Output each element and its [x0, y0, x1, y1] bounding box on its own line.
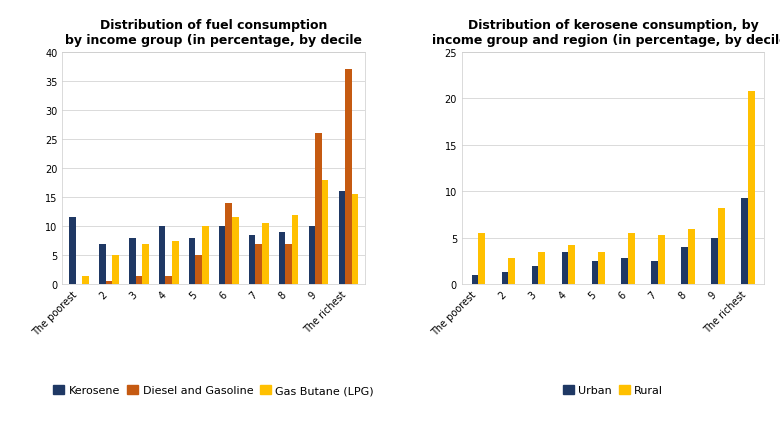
Bar [159, 227, 165, 285]
Bar [105, 282, 112, 285]
Bar [509, 259, 515, 285]
Bar [658, 236, 665, 285]
Bar [346, 70, 352, 285]
Bar [232, 218, 239, 285]
Bar [472, 276, 478, 285]
Bar [532, 266, 538, 285]
Bar [538, 252, 544, 285]
Bar [99, 244, 105, 285]
Title: Distribution of kerosene consumption, by
income group and region (in percentage,: Distribution of kerosene consumption, by… [432, 19, 780, 47]
Bar [225, 203, 232, 285]
Bar [249, 235, 255, 285]
Bar [285, 244, 292, 285]
Bar [591, 261, 598, 285]
Bar [502, 272, 509, 285]
Bar [562, 252, 568, 285]
Bar [718, 208, 725, 285]
Bar [129, 238, 136, 285]
Bar [165, 276, 172, 285]
Bar [352, 195, 358, 285]
Bar [112, 256, 119, 285]
Bar [202, 227, 208, 285]
Legend: Kerosene, Diesel and Gasoline, Gas Butane (LPG): Kerosene, Diesel and Gasoline, Gas Butan… [49, 381, 378, 400]
Bar [172, 241, 179, 285]
Bar [628, 233, 635, 285]
Bar [598, 252, 604, 285]
Bar [478, 233, 485, 285]
Bar [748, 92, 754, 285]
Bar [262, 224, 268, 285]
Bar [69, 218, 76, 285]
Bar [255, 244, 262, 285]
Bar [315, 134, 322, 285]
Bar [711, 238, 718, 285]
Bar [292, 215, 299, 285]
Bar [189, 238, 196, 285]
Bar [682, 247, 688, 285]
Bar [196, 256, 202, 285]
Bar [651, 261, 658, 285]
Bar [568, 246, 575, 285]
Title: Distribution of fuel consumption
by income group (in percentage, by decile: Distribution of fuel consumption by inco… [66, 19, 362, 47]
Bar [278, 233, 285, 285]
Bar [741, 198, 748, 285]
Bar [322, 180, 328, 285]
Legend: Urban, Rural: Urban, Rural [558, 381, 668, 400]
Bar [142, 244, 149, 285]
Bar [218, 227, 225, 285]
Bar [82, 276, 89, 285]
Bar [309, 227, 315, 285]
Bar [688, 229, 695, 285]
Bar [622, 259, 628, 285]
Bar [136, 276, 142, 285]
Bar [339, 192, 346, 285]
